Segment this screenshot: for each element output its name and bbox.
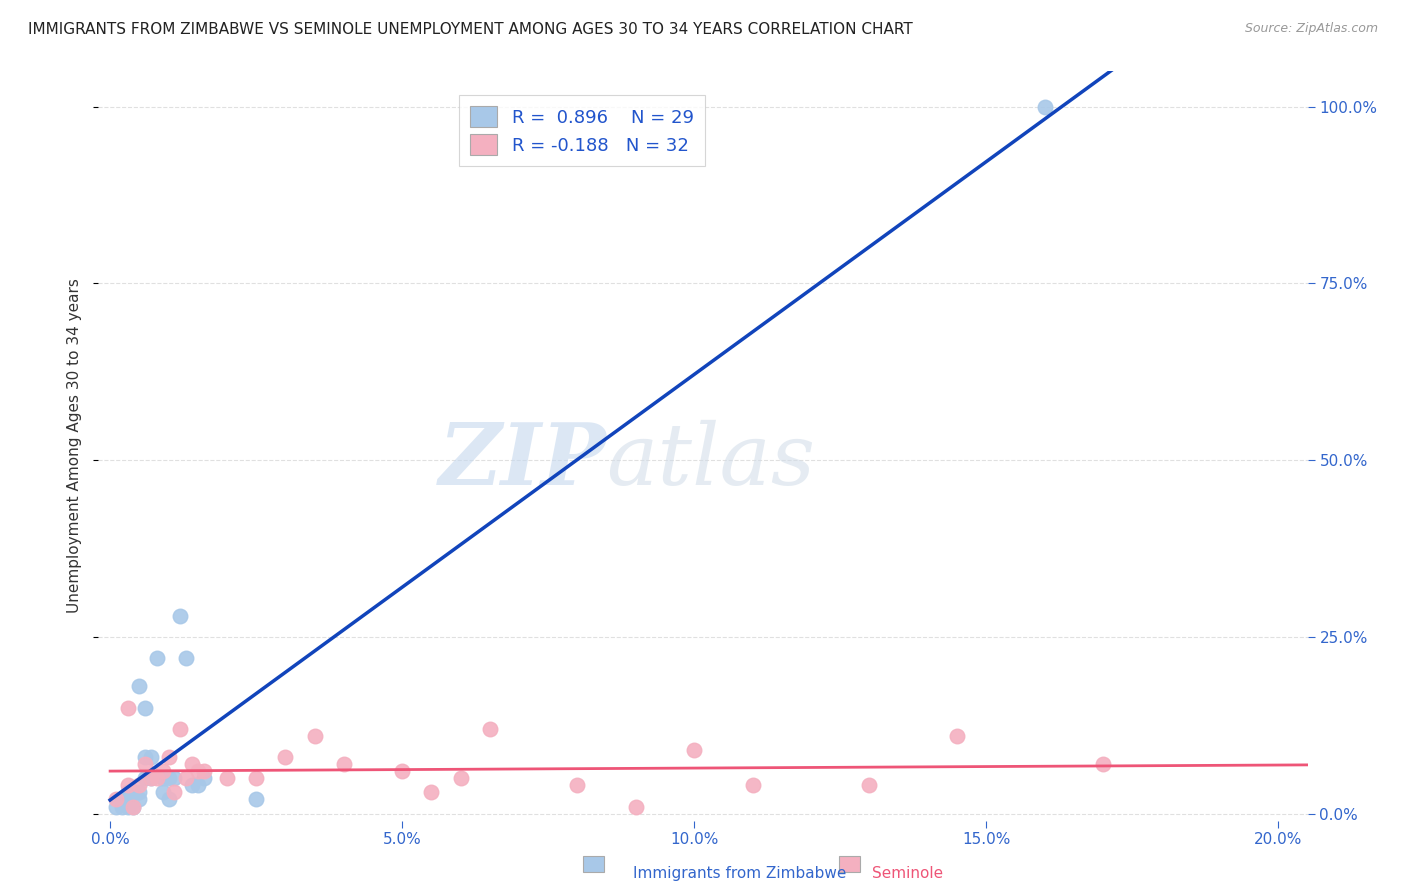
Point — [741, 778, 763, 792]
Text: atlas: atlas — [606, 419, 815, 502]
Point — [152, 764, 174, 779]
Point — [174, 771, 197, 785]
Point — [624, 799, 647, 814]
Point — [450, 771, 472, 785]
Point — [152, 771, 174, 785]
Point — [180, 757, 202, 772]
Point — [128, 679, 150, 693]
Point — [139, 771, 162, 785]
Text: Immigrants from Zimbabwe: Immigrants from Zimbabwe — [633, 866, 846, 881]
Point — [128, 785, 150, 799]
Point — [169, 608, 191, 623]
Text: ZIP: ZIP — [439, 419, 606, 503]
Point — [146, 771, 169, 785]
Point — [946, 729, 969, 743]
Point — [117, 785, 139, 799]
Point — [157, 771, 180, 785]
Point — [304, 729, 326, 743]
Point — [134, 750, 156, 764]
Point — [245, 771, 267, 785]
Point — [111, 799, 134, 814]
Point — [163, 771, 186, 785]
Point — [128, 792, 150, 806]
Point — [134, 700, 156, 714]
Point — [104, 792, 127, 806]
Legend: R =  0.896    N = 29, R = -0.188   N = 32: R = 0.896 N = 29, R = -0.188 N = 32 — [460, 95, 704, 166]
Point — [274, 750, 297, 764]
Point — [169, 722, 191, 736]
Point — [478, 722, 501, 736]
Point — [157, 750, 180, 764]
Point — [193, 771, 215, 785]
FancyBboxPatch shape — [839, 856, 859, 872]
Point — [187, 778, 209, 792]
Point — [139, 771, 162, 785]
Point — [157, 792, 180, 806]
Point — [134, 771, 156, 785]
Point — [146, 651, 169, 665]
Text: Source: ZipAtlas.com: Source: ZipAtlas.com — [1244, 22, 1378, 36]
Point — [122, 785, 145, 799]
Point — [215, 771, 238, 785]
Point — [180, 778, 202, 792]
Point — [117, 792, 139, 806]
FancyBboxPatch shape — [583, 856, 603, 872]
Point — [420, 785, 443, 799]
Y-axis label: Unemployment Among Ages 30 to 34 years: Unemployment Among Ages 30 to 34 years — [67, 278, 83, 614]
Point — [163, 785, 186, 799]
Point — [122, 799, 145, 814]
Point — [117, 799, 139, 814]
Point — [567, 778, 589, 792]
Point — [391, 764, 413, 779]
Point — [174, 651, 197, 665]
Text: Seminole: Seminole — [872, 866, 943, 881]
Point — [193, 764, 215, 779]
Point — [152, 785, 174, 799]
Point — [134, 757, 156, 772]
Point — [128, 778, 150, 792]
Point — [117, 700, 139, 714]
Point — [122, 799, 145, 814]
Point — [139, 750, 162, 764]
Point — [1033, 100, 1056, 114]
Point — [858, 778, 880, 792]
Point — [1092, 757, 1115, 772]
Point — [245, 792, 267, 806]
Point — [332, 757, 354, 772]
Point — [111, 792, 134, 806]
Point — [117, 778, 139, 792]
Point — [187, 764, 209, 779]
Point — [683, 743, 706, 757]
Text: IMMIGRANTS FROM ZIMBABWE VS SEMINOLE UNEMPLOYMENT AMONG AGES 30 TO 34 YEARS CORR: IMMIGRANTS FROM ZIMBABWE VS SEMINOLE UNE… — [28, 22, 912, 37]
Point — [104, 799, 127, 814]
